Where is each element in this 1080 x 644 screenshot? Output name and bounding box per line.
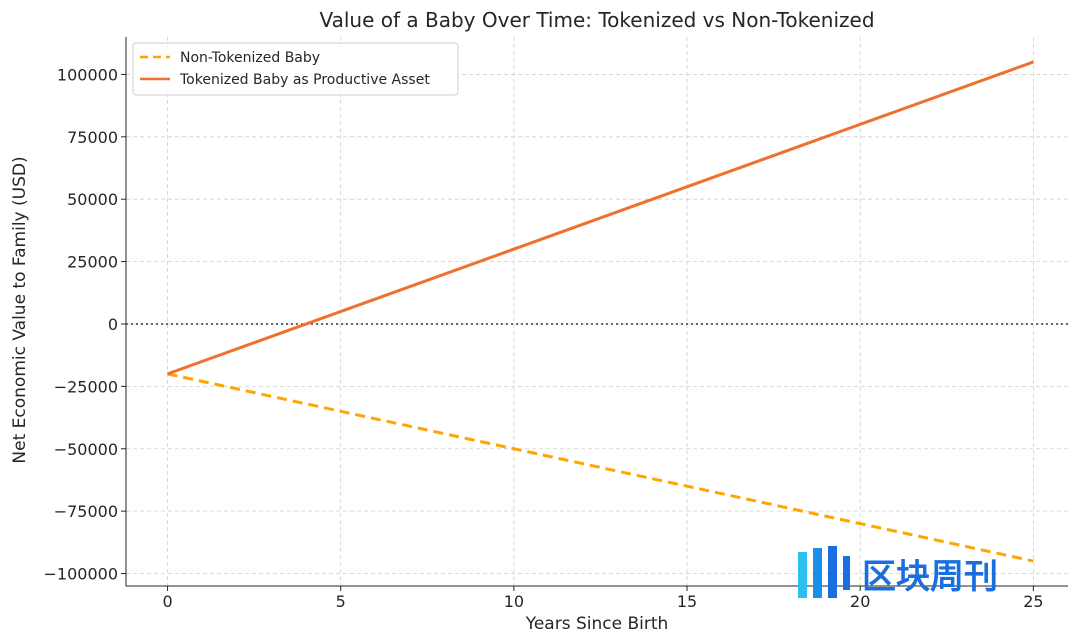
- series-line-non-tokenized: [167, 372, 1034, 563]
- legend-label-tokenized: Tokenized Baby as Productive Asset: [179, 72, 430, 88]
- series-line-tokenized: [167, 60, 1034, 376]
- y-tick-label: 100000: [57, 65, 118, 84]
- y-tick-label: −100000: [44, 565, 118, 584]
- watermark-text: 区块周刊: [862, 557, 998, 597]
- y-tick-label: 75000: [67, 128, 118, 147]
- y-axis-label: Net Economic Value to Family (USD): [10, 156, 30, 463]
- y-tick-label: 25000: [67, 253, 118, 272]
- x-tick-labels: 0 5 10 15 20 25: [162, 586, 1044, 611]
- x-tick-label: 10: [504, 592, 524, 611]
- bars-logo-icon: [798, 546, 850, 598]
- y-tick-labels: −100000 −75000 −50000 −25000 0 25000 50000 7500…: [44, 65, 126, 584]
- y-tick-label: 50000: [67, 190, 118, 209]
- legend-frame: [132, 42, 459, 96]
- y-tick-label: −75000: [54, 502, 118, 521]
- series-lines: [167, 60, 1034, 563]
- axes: [125, 37, 1068, 587]
- y-tick-label: −50000: [54, 440, 118, 459]
- x-tick-label: 15: [677, 592, 697, 611]
- y-tick-label: −25000: [54, 377, 118, 396]
- x-tick-label: 0: [162, 592, 172, 611]
- watermark: 区块周刊: [798, 546, 998, 598]
- grid: [126, 37, 1068, 586]
- y-tick-label: 0: [108, 315, 118, 334]
- x-tick-label: 20: [850, 592, 870, 611]
- x-axis-label: Years Since Birth: [525, 614, 669, 634]
- chart-title: Value of a Baby Over Time: Tokenized vs …: [319, 8, 874, 32]
- x-tick-label: 5: [336, 592, 346, 611]
- legend: Non-Tokenized Baby Tokenized Baby as Pro…: [132, 42, 459, 96]
- legend-label-non-tokenized: Non-Tokenized Baby: [180, 50, 320, 66]
- x-tick-label: 25: [1023, 592, 1043, 611]
